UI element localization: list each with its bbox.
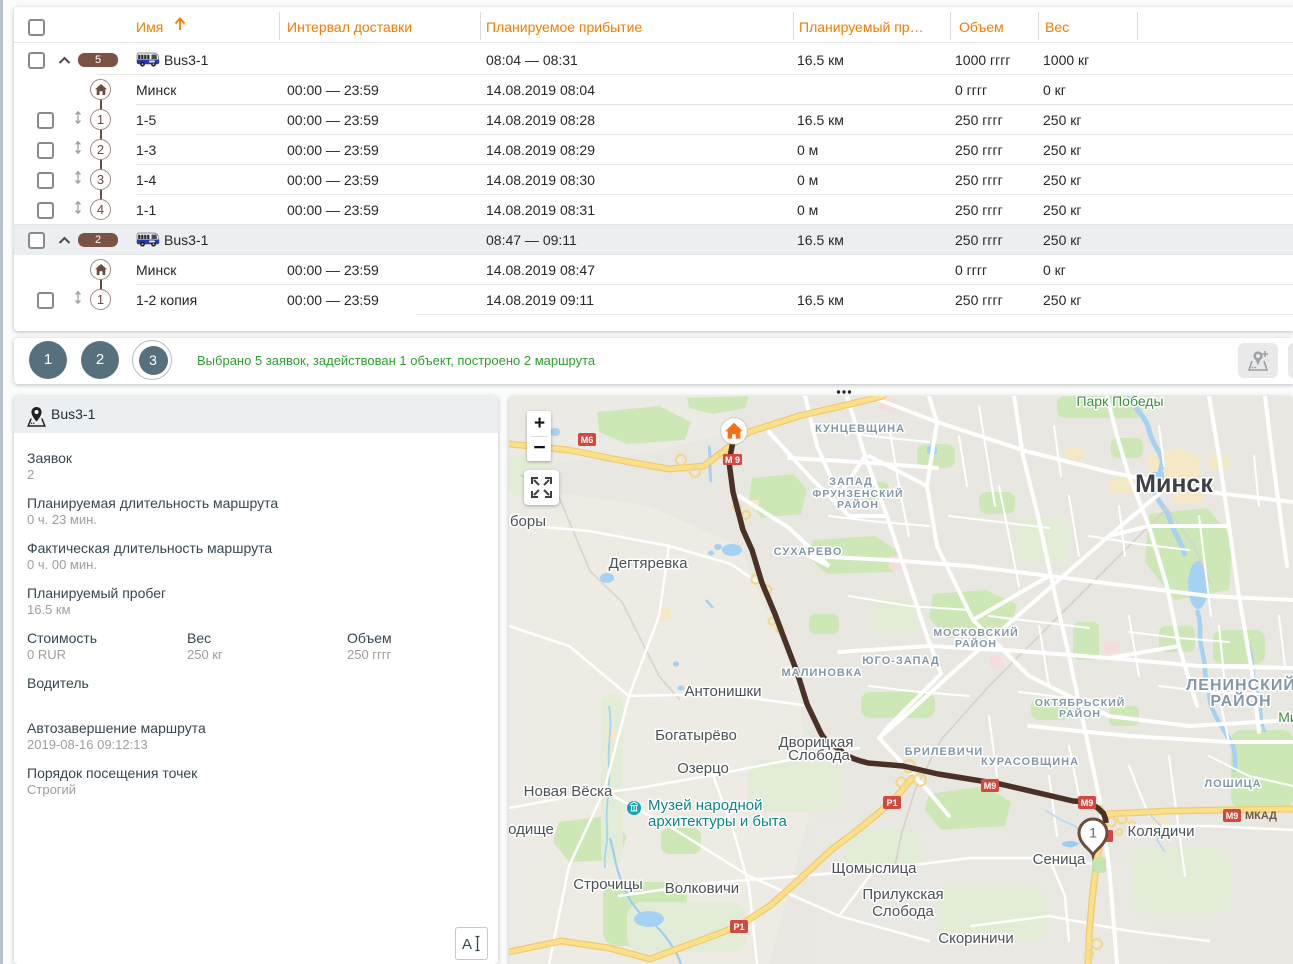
svg-text:Новая Вёска: Новая Вёска bbox=[524, 783, 613, 800]
svg-text:Скориничи: Скориничи bbox=[938, 930, 1013, 947]
svg-text:Колядичи: Колядичи bbox=[1128, 823, 1195, 840]
svg-text:СУХАРЕВО: СУХАРЕВО bbox=[774, 546, 843, 558]
svg-text:Парк Победы: Парк Победы bbox=[1076, 396, 1163, 409]
svg-text:МКАД: МКАД bbox=[1245, 810, 1277, 822]
svg-text:Озерцо: Озерцо bbox=[677, 760, 729, 777]
svg-text:ФРУНЗЕНСКИЙ: ФРУНЗЕНСКИЙ bbox=[812, 487, 903, 500]
svg-text:БРИЛЕВИЧИ: БРИЛЕВИЧИ bbox=[905, 746, 984, 758]
svg-text:Дворицкая: Дворицкая bbox=[779, 734, 854, 751]
svg-text:ЮГО-ЗАПАД: ЮГО-ЗАПАД bbox=[862, 655, 939, 667]
svg-text:КУРАСОВЩИНА: КУРАСОВЩИНА bbox=[981, 756, 1079, 768]
svg-text:Сеница: Сеница bbox=[1033, 851, 1086, 868]
svg-text:ОКТЯБРЬСКИЙ: ОКТЯБРЬСКИЙ bbox=[1035, 696, 1126, 709]
svg-text:Прилукская: Прилукская bbox=[862, 886, 943, 903]
svg-text:Дегтяревка: Дегтяревка bbox=[609, 555, 689, 572]
svg-text:ЛЕНИНСКИЙ: ЛЕНИНСКИЙ bbox=[1186, 675, 1293, 694]
svg-text:М6: М6 bbox=[581, 435, 594, 445]
svg-text:МАЛИНОВКА: МАЛИНОВКА bbox=[782, 667, 863, 679]
svg-text:РАЙОН: РАЙОН bbox=[1210, 691, 1271, 710]
svg-text:М9: М9 bbox=[984, 781, 997, 791]
svg-text:М 9: М 9 bbox=[725, 455, 740, 465]
svg-text:КУНЦЕВЩИНА: КУНЦЕВЩИНА bbox=[815, 423, 905, 435]
svg-text:одище: одище bbox=[509, 821, 554, 838]
svg-text:РАЙОН: РАЙОН bbox=[837, 498, 879, 511]
svg-text:М9: М9 bbox=[1081, 798, 1094, 808]
svg-text:ЛОШИЦА: ЛОШИЦА bbox=[1204, 778, 1261, 790]
svg-text:Волковичи: Волковичи bbox=[665, 880, 739, 897]
svg-text:архитектуры и быта: архитектуры и быта bbox=[648, 813, 787, 830]
svg-text:Антонишки: Антонишки bbox=[685, 683, 762, 700]
svg-text:Р1: Р1 bbox=[733, 922, 744, 932]
svg-text:Слобода: Слобода bbox=[788, 747, 850, 764]
svg-text:Богатырёво: Богатырёво bbox=[655, 727, 737, 744]
svg-text:МОСКОВСКИЙ: МОСКОВСКИЙ bbox=[933, 626, 1018, 639]
svg-text:Слобода: Слобода bbox=[872, 903, 934, 920]
svg-text:Музей народной: Музей народной bbox=[648, 797, 763, 814]
svg-text:Щомыслица: Щомыслица bbox=[831, 860, 917, 877]
svg-text:Минск: Минск bbox=[1135, 470, 1213, 498]
svg-text:Строчицы: Строчицы bbox=[573, 876, 643, 893]
svg-text:боры: боры bbox=[510, 513, 546, 530]
svg-text:РАЙОН: РАЙОН bbox=[1059, 707, 1101, 720]
svg-text:Р1: Р1 bbox=[886, 798, 897, 808]
svg-text:М9: М9 bbox=[1226, 811, 1239, 821]
svg-text:A: A bbox=[462, 936, 472, 952]
svg-text:Ми: Ми bbox=[1278, 709, 1293, 725]
svg-text:1: 1 bbox=[1089, 825, 1097, 841]
svg-text:ЗАПАД: ЗАПАД bbox=[829, 476, 873, 488]
svg-text:РАЙОН: РАЙОН bbox=[955, 637, 997, 650]
